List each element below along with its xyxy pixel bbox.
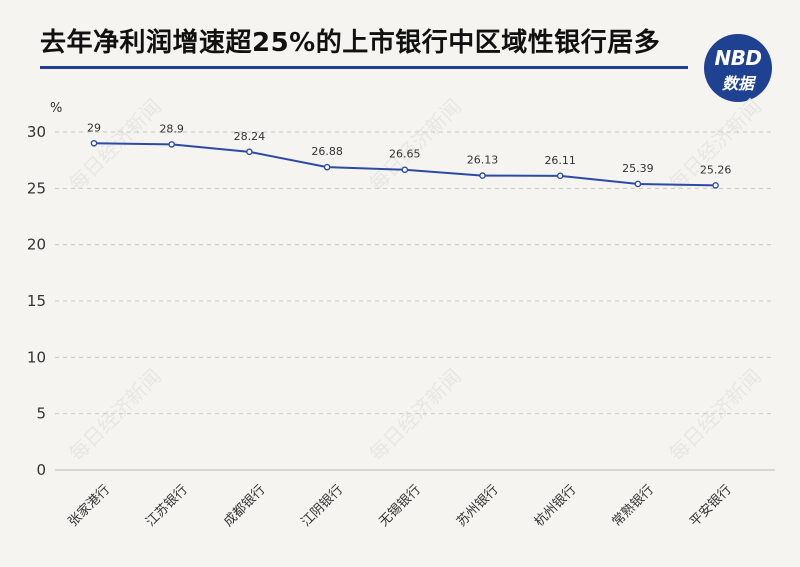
watermark-text: 每日经济新闻 [664,94,766,196]
watermark-text: 每日经济新闻 [364,94,466,196]
x-tick-label: 张家港行 [65,482,113,530]
data-point [634,180,642,188]
title-underline [40,66,688,69]
y-tick-label: 30 [27,123,46,141]
x-tick-label: 常熟银行 [609,482,657,530]
data-label: 29 [87,121,101,134]
data-label: 26.13 [467,154,499,167]
y-tick-label: 0 [36,461,46,479]
x-tick-label: 无锡银行 [376,482,423,529]
y-tick-label: 5 [36,405,46,423]
x-tick-label: 平安银行 [687,482,734,529]
watermark-text: 每日经济新闻 [664,364,766,466]
data-labels-layer: 29 28.9 28.24 26.88 26.65 26.13 26.11 25.39 25.2… [87,121,731,176]
data-label: 28.24 [234,130,266,143]
data-point [323,163,331,171]
data-label: 26.11 [544,154,576,167]
chart-header: 去年净利润增速超25%的上市银行中区域性银行居多 NBD 数据 [0,0,800,110]
y-tick-label: 15 [27,292,46,310]
watermark-text: 每日经济新闻 [364,364,466,466]
x-tick-label: 成都银行 [221,482,268,529]
data-point [246,148,253,156]
data-point [90,139,98,147]
data-point [556,172,564,180]
data-point [479,172,486,179]
data-label: 26.88 [311,145,343,158]
y-tick-label: 10 [27,348,46,366]
x-tick-label: 江苏银行 [143,482,191,530]
chart-title: 去年净利润增速超25%的上市银行中区域性银行居多 [40,28,661,58]
data-label: 28.9 [159,122,184,135]
grid-lines [55,131,775,415]
watermark-text: 每日经济新闻 [64,364,166,466]
data-point [168,141,175,148]
x-tick-label: 杭州银行 [532,482,579,529]
data-label: 25.26 [700,163,732,176]
logo-text-top: NBD [714,46,762,70]
data-point [401,166,409,174]
x-tick-label: 江阴银行 [299,482,346,529]
data-label: 26.65 [389,148,421,161]
y-tick-label: 25 [27,179,46,197]
y-axis-unit-label: % [50,101,62,116]
y-tick-label: 20 [27,236,46,254]
x-tick-label: 苏州银行 [453,482,501,530]
data-label: 25.39 [622,162,654,175]
series-layer [90,139,719,189]
data-point [712,182,719,189]
logo-text-bottom: 数据 [721,74,754,93]
nbd-logo: NBD 数据 [704,34,772,102]
